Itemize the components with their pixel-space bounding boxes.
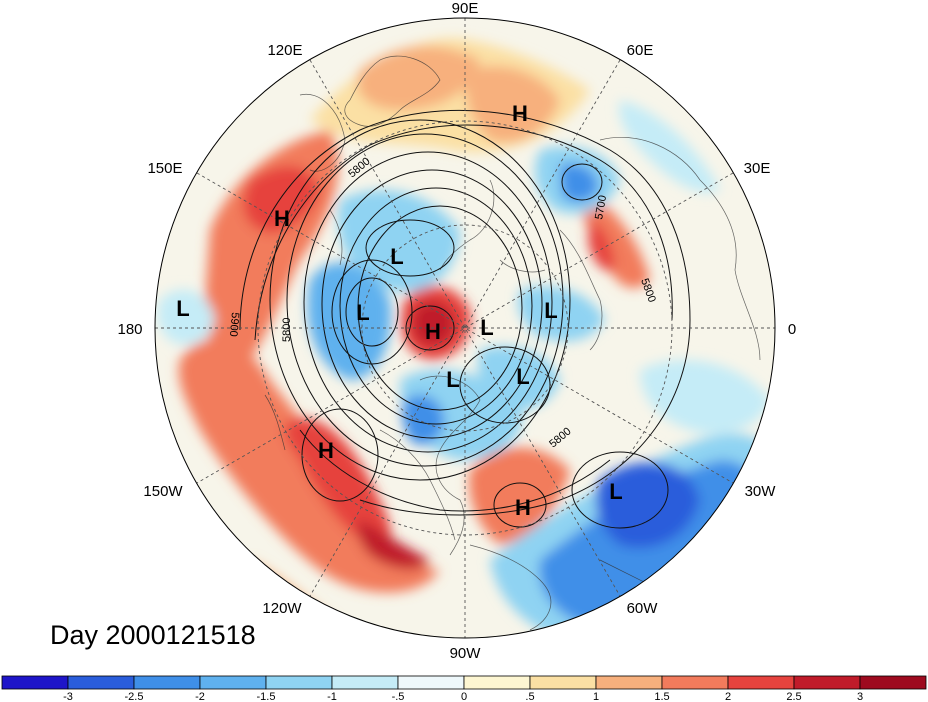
anomaly-field: H H L L L H L L L L H H L 5800 5900 5800…	[155, 18, 775, 638]
colorbar-box	[199, 675, 267, 690]
colorbar-box	[793, 675, 861, 690]
colorbar: -3 -2.5 -2 -1.5 -1 -.5 0 .5 1 1.5 2 2.5 3	[1, 675, 927, 702]
lon-label-120e: 120E	[267, 42, 302, 59]
colorbar-box	[727, 675, 795, 690]
lon-label-30e: 30E	[744, 160, 771, 177]
colorbar-tick-label: 1	[593, 691, 599, 702]
colorbar-box	[859, 675, 927, 690]
colorbar-box	[463, 675, 531, 690]
colorbar-tick-label: -2	[195, 691, 205, 702]
lon-label-150e: 150E	[147, 160, 182, 177]
pressure-center-label: H	[515, 495, 531, 520]
colorbar-box	[661, 675, 729, 690]
colorbar-box	[265, 675, 333, 690]
colorbar-box	[331, 675, 399, 690]
pressure-center-label: H	[512, 101, 528, 126]
colorbar-tick-label: .5	[525, 691, 534, 702]
pressure-center-label: L	[356, 300, 369, 325]
colorbar-tick-label: -.5	[392, 691, 405, 702]
colorbar-tick-label: -1.5	[257, 691, 276, 702]
colorbar-box	[529, 675, 597, 690]
colorbar-tick-label: -2.5	[125, 691, 144, 702]
lon-label-90e: 90E	[452, 0, 479, 17]
lon-label-0: 0	[788, 321, 796, 338]
colorbar-tick-label: 3	[857, 691, 863, 702]
colorbar-boxes	[1, 675, 927, 690]
pressure-center-label: L	[480, 315, 493, 340]
pressure-center-label: L	[176, 296, 189, 321]
pressure-center-label: L	[544, 298, 557, 323]
contour-label: 5900	[227, 312, 241, 337]
pressure-center-label: L	[446, 367, 459, 392]
colorbar-box	[133, 675, 201, 690]
colorbar-ticks: -3 -2.5 -2 -1.5 -1 -.5 0 .5 1 1.5 2 2.5 3	[63, 691, 863, 702]
colorbar-box	[1, 675, 69, 690]
lon-label-150w: 150W	[143, 483, 183, 500]
pressure-center-label: H	[318, 438, 334, 463]
colorbar-tick-label: 0	[461, 691, 467, 702]
lon-label-180: 180	[117, 321, 142, 338]
contour-label: 5800	[281, 318, 293, 342]
pressure-center-label: H	[425, 319, 441, 344]
contour-labels: 5800 5900 5800 5700 5800 5800	[227, 155, 658, 450]
colorbar-box	[67, 675, 135, 690]
colorbar-tick-label: 1.5	[654, 691, 669, 702]
map-title: Day 2000121518	[50, 620, 256, 650]
colorbar-tick-label: 2.5	[786, 691, 801, 702]
pressure-center-label: L	[390, 244, 403, 269]
map-boundary	[154, 17, 776, 639]
contour-label: 5700	[593, 194, 609, 220]
colorbar-tick-label: -1	[327, 691, 337, 702]
colorbar-tick-label: -3	[63, 691, 73, 702]
lon-label-60w: 60W	[627, 600, 659, 617]
polar-stereographic-map: H H L L L H L L L L H H L 5800 5900 5800…	[117, 0, 796, 662]
pressure-center-letters: H H L L L H L L L L H H L	[176, 101, 622, 520]
graticule	[155, 18, 775, 638]
lon-label-120w: 120W	[262, 600, 302, 617]
colorbar-box	[595, 675, 663, 690]
colorbar-box	[397, 675, 465, 690]
colorbar-tick-label: 2	[725, 691, 731, 702]
pressure-center-label: L	[609, 479, 622, 504]
lon-label-60e: 60E	[627, 42, 654, 59]
pressure-center-label: L	[516, 364, 529, 389]
pressure-center-label: H	[274, 206, 290, 231]
longitude-labels: 90E 60E 120E 30E 150E 180 0 150W 30W 120…	[117, 0, 796, 662]
lon-label-90w: 90W	[450, 645, 482, 662]
lon-label-30w: 30W	[745, 483, 777, 500]
height-contours	[239, 109, 691, 529]
